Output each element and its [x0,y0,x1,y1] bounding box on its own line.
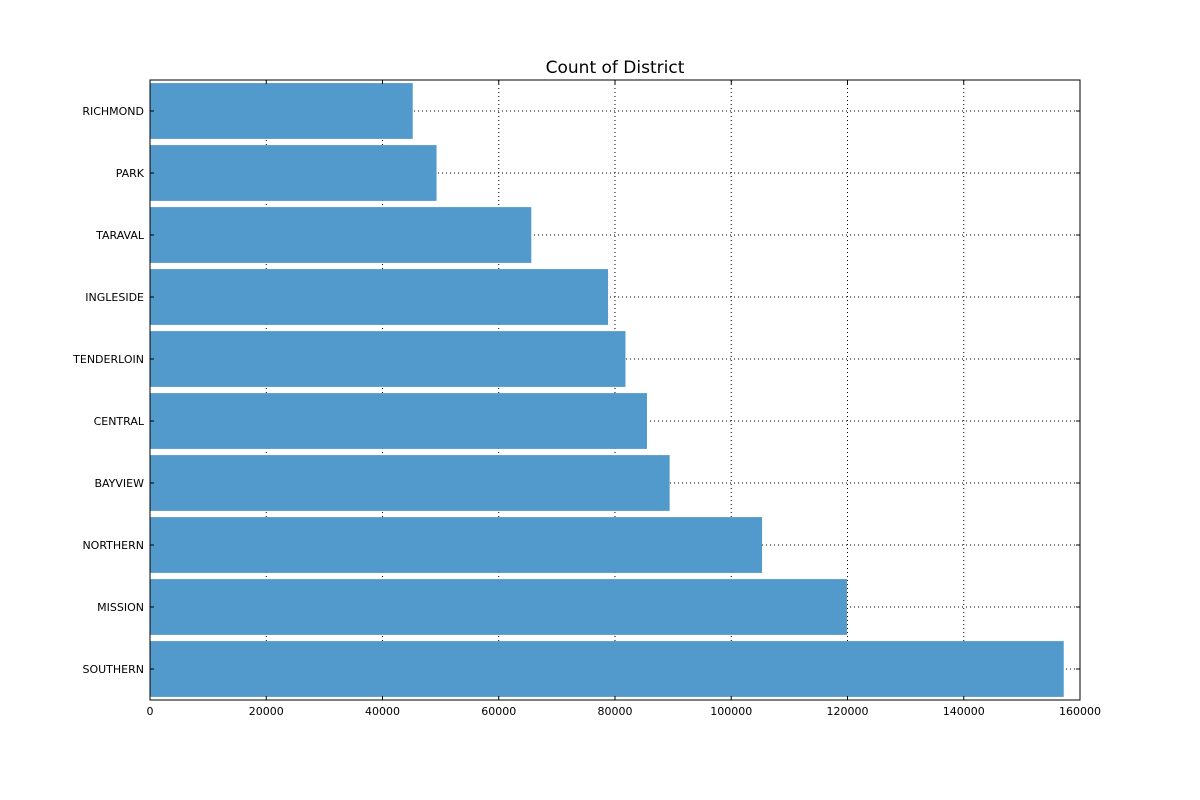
y-tick-label: TENDERLOIN [72,353,144,366]
x-tick-label: 40000 [365,705,400,718]
x-tick-label: 160000 [1059,705,1101,718]
bars [150,83,1064,697]
x-tick-label: 60000 [481,705,516,718]
x-tick-label: 100000 [710,705,752,718]
bar-ingleside [150,269,609,325]
x-tick-label: 140000 [943,705,985,718]
bar-richmond [150,83,413,139]
bar-taraval [150,207,532,263]
y-tick-label: RICHMOND [82,105,144,118]
bar-southern [150,641,1064,697]
bar-mission [150,579,847,635]
y-tick-label: BAYVIEW [94,477,144,490]
bar-tenderloin [150,331,626,387]
x-tick-label: 120000 [827,705,869,718]
y-tick-label: TARAVAL [95,229,145,242]
x-tick-label: 80000 [598,705,633,718]
y-tick-label: MISSION [97,601,144,614]
y-tick-label: CENTRAL [94,415,145,428]
bar-northern [150,517,763,573]
x-tick-label: 20000 [249,705,284,718]
y-tick-label: PARK [116,167,145,180]
bar-bayview [150,455,670,511]
bar-central [150,393,647,449]
ticks [149,80,1081,700]
bar-park [150,145,437,201]
y-tick-labels: RICHMOND PARK TARAVAL INGLESIDE TENDERLOIN CE… [72,105,145,676]
x-tick-label: 0 [147,705,154,718]
y-tick-label: NORTHERN [82,539,144,552]
chart-title: Count of District [546,58,685,78]
y-tick-label: INGLESIDE [85,291,144,304]
y-tick-label: SOUTHERN [82,663,144,676]
x-tick-labels: 0 20000 40000 60000 80000 100000 120000 140000 1… [147,705,1102,718]
